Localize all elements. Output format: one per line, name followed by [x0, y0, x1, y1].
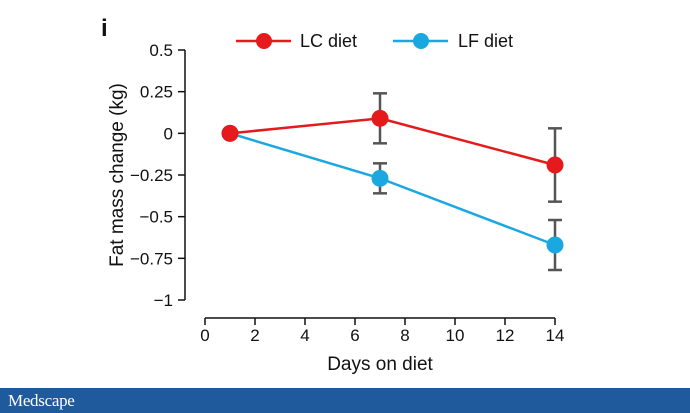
legend-label: LF diet [458, 31, 513, 51]
y-tick-label: −1 [154, 291, 173, 310]
data-point [221, 124, 239, 142]
legend-swatch-marker [256, 33, 272, 49]
legend-item-lc-diet: LC diet [236, 31, 357, 51]
x-tick-label: 14 [546, 326, 565, 345]
legend-swatch-marker [413, 33, 429, 49]
y-axis-title: Fat mass change (kg) [107, 83, 128, 267]
panel-label: i [101, 15, 108, 42]
legend-label: LC diet [300, 31, 357, 51]
data-point [546, 236, 564, 254]
y-tick-label: 0.25 [140, 83, 173, 102]
x-tick-label: 6 [350, 326, 359, 345]
axes: 0.5 0.25 0 −0.25 −0.5 −0.75 −1 0 2 4 6 8 10 12 14 [130, 41, 564, 345]
y-tick-label: −0.5 [139, 208, 173, 227]
y-tick-label: −0.25 [130, 166, 173, 185]
data-point [371, 109, 389, 127]
legend-item-lf-diet: LF diet [393, 31, 513, 51]
series-line [229, 117, 556, 167]
series-lc-diet [221, 92, 564, 203]
series-line [229, 132, 556, 247]
series-layer [221, 92, 564, 272]
x-tick-label: 0 [200, 326, 209, 345]
y-tick-label: 0 [164, 124, 173, 143]
y-tick-label: 0.5 [149, 41, 173, 60]
medscape-logo: Medscape [8, 391, 75, 410]
data-point [371, 169, 389, 187]
y-tick-label: −0.75 [130, 249, 173, 268]
footer-bar: Medscape [0, 388, 690, 413]
x-tick-label: 10 [446, 326, 465, 345]
fat-mass-chart: i LC diet LF diet 0.5 0.25 0 −0.25 −0.5 −0.75 −… [101, 15, 564, 375]
x-tick-label: 8 [400, 326, 409, 345]
x-axis-title: Days on diet [327, 354, 433, 375]
legend: LC diet LF diet [236, 31, 513, 51]
series-lf-diet [221, 124, 564, 272]
data-point [546, 156, 564, 174]
x-tick-label: 4 [300, 326, 309, 345]
x-tick-label: 2 [250, 326, 259, 345]
x-tick-label: 12 [496, 326, 515, 345]
